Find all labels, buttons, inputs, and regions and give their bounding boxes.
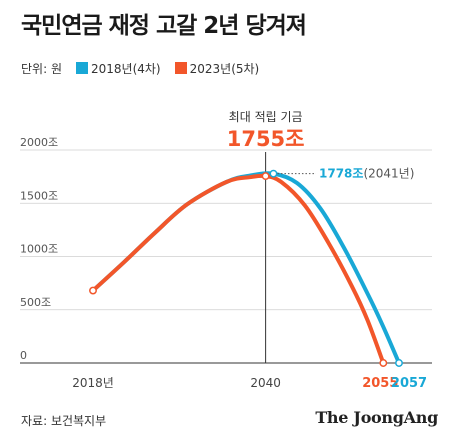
legend-swatch-blue — [75, 62, 88, 74]
start-point-marker — [89, 286, 97, 295]
source-note: 자료: 보건복지부 — [21, 414, 107, 428]
x-tick-label: 2018년 — [72, 376, 114, 390]
y-tick-label: 500조 — [20, 296, 51, 309]
chart-title: 국민연금 재정 고갈 2년 당겨져 — [21, 13, 307, 39]
orange-depletion-label: 2055 — [362, 376, 398, 391]
legend-item-2023: 2023년(5차) — [174, 60, 260, 77]
y-tick-label: 1000조 — [20, 243, 58, 256]
orange-depletion-marker — [379, 359, 388, 367]
y-tick-label: 0 — [20, 349, 27, 362]
grid — [20, 149, 432, 364]
max-fund-caption: 최대 적립 기금 — [229, 110, 303, 124]
orange-peak-marker — [261, 172, 270, 181]
x-tick-labels: 2018년 2040 — [72, 376, 281, 390]
blue-peak-label: 1778조(2041년) — [319, 167, 414, 181]
y-tick-label: 2000조 — [20, 136, 58, 149]
brand-logo: The JoongAng — [315, 408, 438, 427]
legend-item-2018: 2018년(4차) — [75, 60, 161, 77]
x-tick-label: 2040 — [250, 376, 281, 390]
blue-peak-value: 1778조 — [319, 167, 363, 181]
unit-label: 단위: 원 — [21, 61, 62, 76]
blue-peak-marker — [269, 169, 278, 178]
legend-swatch-orange — [174, 62, 187, 74]
series-line-2018 — [91, 171, 401, 365]
blue-depletion-label: 2057 — [391, 376, 427, 391]
y-tick-label: 1500조 — [20, 189, 58, 202]
legend: 단위: 원 2018년(4차) 2023년(5차) — [21, 60, 259, 76]
max-fund-value: 1755조 — [227, 127, 305, 151]
y-tick-labels: 2000조 1500조 1000조 500조 0 — [20, 136, 58, 362]
legend-label-2023: 2023년(5차) — [189, 61, 260, 76]
series-line-2023 — [91, 173, 386, 365]
series-lines — [91, 171, 401, 365]
legend-label-2018: 2018년(4차) — [90, 61, 161, 76]
blue-depletion-marker — [395, 359, 403, 367]
blue-peak-year: (2041년) — [363, 167, 414, 181]
